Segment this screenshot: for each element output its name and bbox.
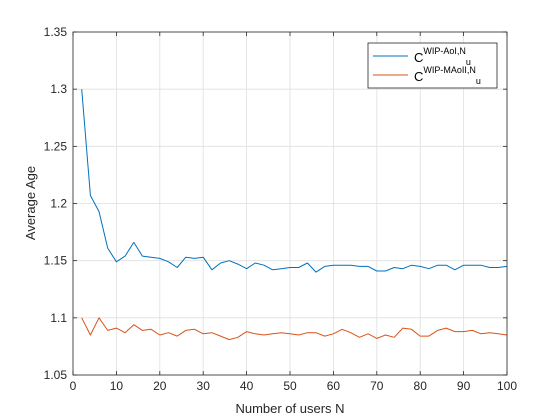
x-tick-label: 60: [327, 379, 341, 393]
y-tick-label: 1.35: [44, 25, 68, 39]
ticks: [72, 31, 508, 376]
series-group: [81, 89, 508, 341]
x-tick-label: 20: [153, 379, 167, 393]
x-tick-label: 0: [70, 379, 77, 393]
x-tick-label: 50: [283, 379, 297, 393]
x-axis-label: Number of users N: [235, 401, 344, 416]
legend-label-series-2-base: C: [414, 69, 423, 84]
series-line-2: [81, 317, 508, 341]
tick-labels: 0 10 20 30 40 50 60 70 80 90 100 1.05 1.1 1.15 1.2 1.25…: [44, 25, 518, 393]
x-tick-label: 80: [414, 379, 428, 393]
x-tick-label: 30: [197, 379, 211, 393]
x-tick-label: 90: [457, 379, 471, 393]
series-line-1: [81, 89, 508, 273]
legend-label-series-1-sup: WIP-AoI,N: [423, 46, 466, 56]
legend-label-series-2-sup: WIP-MAoII,N: [423, 65, 476, 75]
legend: CWIP-AoI,Nu CWIP-MAoII,Nu: [367, 42, 498, 89]
legend-label-series-1-base: C: [414, 50, 423, 65]
x-tick-label: 100: [497, 379, 517, 393]
x-tick-label: 10: [110, 379, 124, 393]
y-tick-label: 1.05: [44, 368, 68, 382]
y-axis-label: Average Age: [23, 166, 38, 240]
legend-label-series-2: CWIP-MAoII,Nu: [414, 65, 481, 86]
legend-label-series-2-sub: u: [476, 76, 481, 86]
x-tick-label: 70: [370, 379, 384, 393]
x-tick-label: 40: [240, 379, 254, 393]
legend-box: [367, 42, 498, 89]
legend-label-series-1: CWIP-AoI,Nu: [414, 46, 471, 67]
y-tick-label: 1.15: [44, 254, 68, 268]
y-tick-label: 1.25: [44, 139, 68, 153]
y-tick-label: 1.1: [50, 311, 67, 325]
legend-label-series-1-sub: u: [466, 57, 471, 67]
y-tick-label: 1.3: [50, 82, 67, 96]
y-tick-label: 1.2: [50, 197, 67, 211]
